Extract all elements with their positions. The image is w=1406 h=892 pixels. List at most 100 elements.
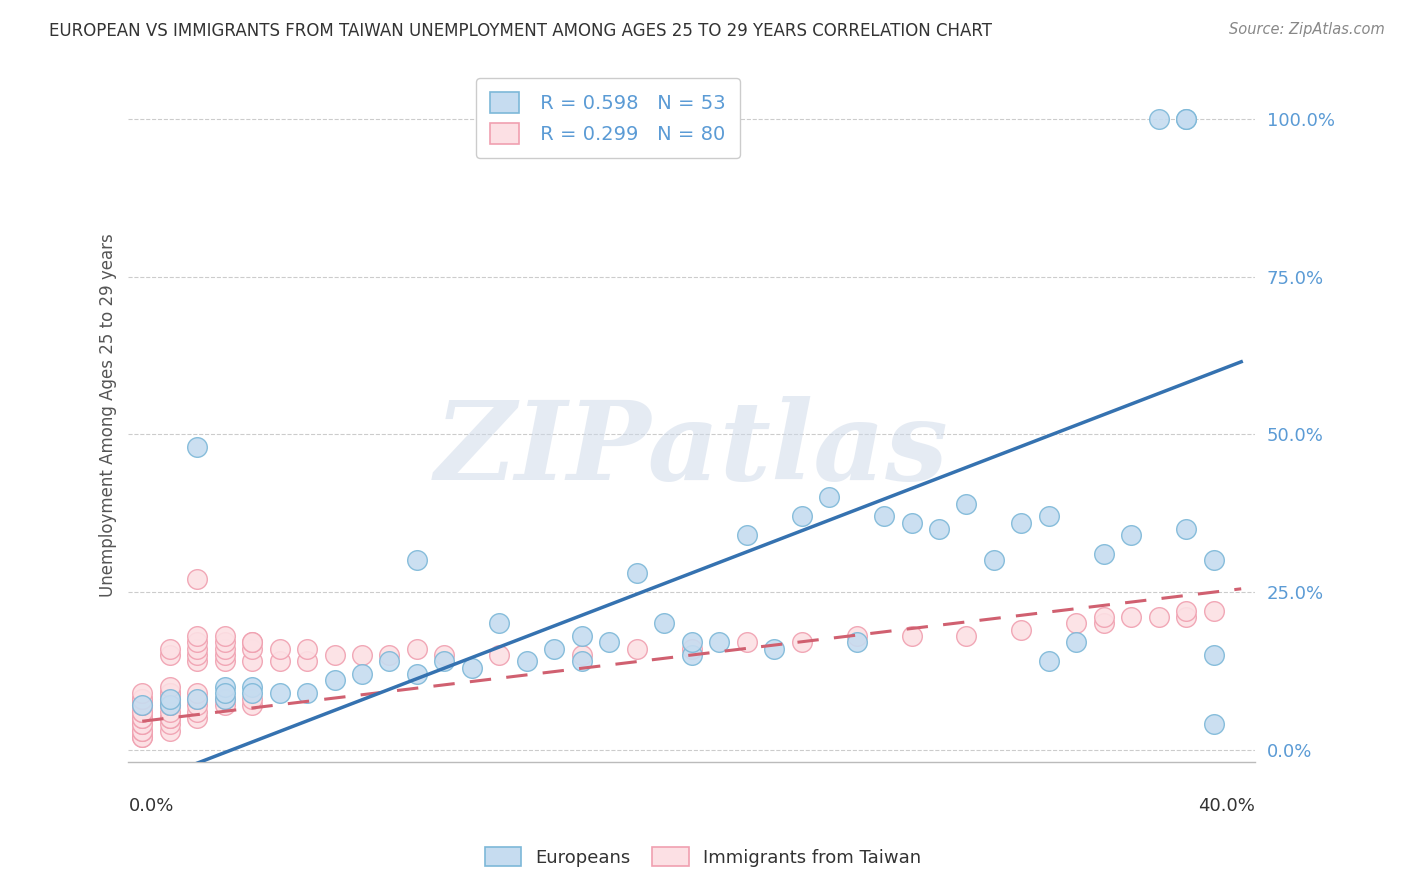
Point [131, 730, 153, 744]
Point [240, 641, 263, 656]
Point [186, 705, 208, 719]
Point [378, 648, 401, 662]
Point [131, 723, 153, 738]
Point [516, 654, 538, 668]
Point [186, 698, 208, 713]
Point [186, 648, 208, 662]
Point [214, 629, 236, 643]
Point [350, 648, 373, 662]
Point [378, 654, 401, 668]
Point [681, 648, 703, 662]
Point [1175, 610, 1198, 624]
Point [873, 509, 896, 524]
Point [735, 528, 758, 542]
Point [406, 641, 429, 656]
Point [681, 641, 703, 656]
Point [571, 654, 593, 668]
Text: EUROPEAN VS IMMIGRANTS FROM TAIWAN UNEMPLOYMENT AMONG AGES 25 TO 29 YEARS CORREL: EUROPEAN VS IMMIGRANTS FROM TAIWAN UNEMP… [49, 22, 993, 40]
Point [818, 491, 841, 505]
Point [159, 723, 181, 738]
Point [240, 635, 263, 649]
Point [626, 641, 648, 656]
Legend:  R = 0.598   N = 53,  R = 0.299   N = 80: R = 0.598 N = 53, R = 0.299 N = 80 [477, 78, 740, 158]
Point [1092, 610, 1115, 624]
Point [1038, 654, 1060, 668]
Point [131, 723, 153, 738]
Point [323, 673, 346, 688]
Point [433, 654, 456, 668]
Point [488, 648, 510, 662]
Point [900, 516, 922, 530]
Point [1175, 604, 1198, 618]
Point [1092, 547, 1115, 561]
Point [1121, 528, 1143, 542]
Point [240, 680, 263, 694]
Point [571, 629, 593, 643]
Point [240, 692, 263, 706]
Point [159, 641, 181, 656]
Point [406, 667, 429, 681]
Point [1121, 610, 1143, 624]
Point [406, 553, 429, 567]
Point [214, 635, 236, 649]
Point [214, 654, 236, 668]
Point [131, 698, 153, 713]
Point [652, 616, 675, 631]
Point [131, 711, 153, 725]
Point [214, 692, 236, 706]
Point [295, 654, 318, 668]
Point [461, 660, 484, 674]
Point [131, 705, 153, 719]
Point [790, 509, 813, 524]
Point [131, 711, 153, 725]
Point [159, 698, 181, 713]
Point [240, 686, 263, 700]
Legend: Europeans, Immigrants from Taiwan: Europeans, Immigrants from Taiwan [478, 840, 928, 874]
Point [240, 654, 263, 668]
Point [214, 641, 236, 656]
Point [1066, 635, 1088, 649]
Point [214, 686, 236, 700]
Point [790, 635, 813, 649]
Point [928, 522, 950, 536]
Point [186, 654, 208, 668]
Point [186, 641, 208, 656]
Point [186, 711, 208, 725]
Point [763, 641, 786, 656]
Point [1175, 112, 1198, 126]
Point [159, 692, 181, 706]
Point [350, 667, 373, 681]
Point [159, 648, 181, 662]
Point [269, 686, 291, 700]
Point [131, 717, 153, 731]
Point [1175, 522, 1198, 536]
Point [269, 654, 291, 668]
Point [900, 629, 922, 643]
Point [131, 730, 153, 744]
Point [214, 648, 236, 662]
Point [1147, 112, 1170, 126]
Text: 0.0%: 0.0% [128, 797, 174, 815]
Point [159, 686, 181, 700]
Point [1038, 509, 1060, 524]
Point [159, 692, 181, 706]
Text: Source: ZipAtlas.com: Source: ZipAtlas.com [1229, 22, 1385, 37]
Point [735, 635, 758, 649]
Point [214, 692, 236, 706]
Point [433, 648, 456, 662]
Point [626, 566, 648, 580]
Point [159, 705, 181, 719]
Point [1202, 717, 1225, 731]
Point [159, 711, 181, 725]
Point [681, 635, 703, 649]
Point [845, 629, 868, 643]
Point [131, 705, 153, 719]
Point [214, 680, 236, 694]
Point [159, 692, 181, 706]
Point [1202, 553, 1225, 567]
Point [1010, 623, 1032, 637]
Point [295, 686, 318, 700]
Point [131, 692, 153, 706]
Point [1202, 604, 1225, 618]
Point [955, 629, 977, 643]
